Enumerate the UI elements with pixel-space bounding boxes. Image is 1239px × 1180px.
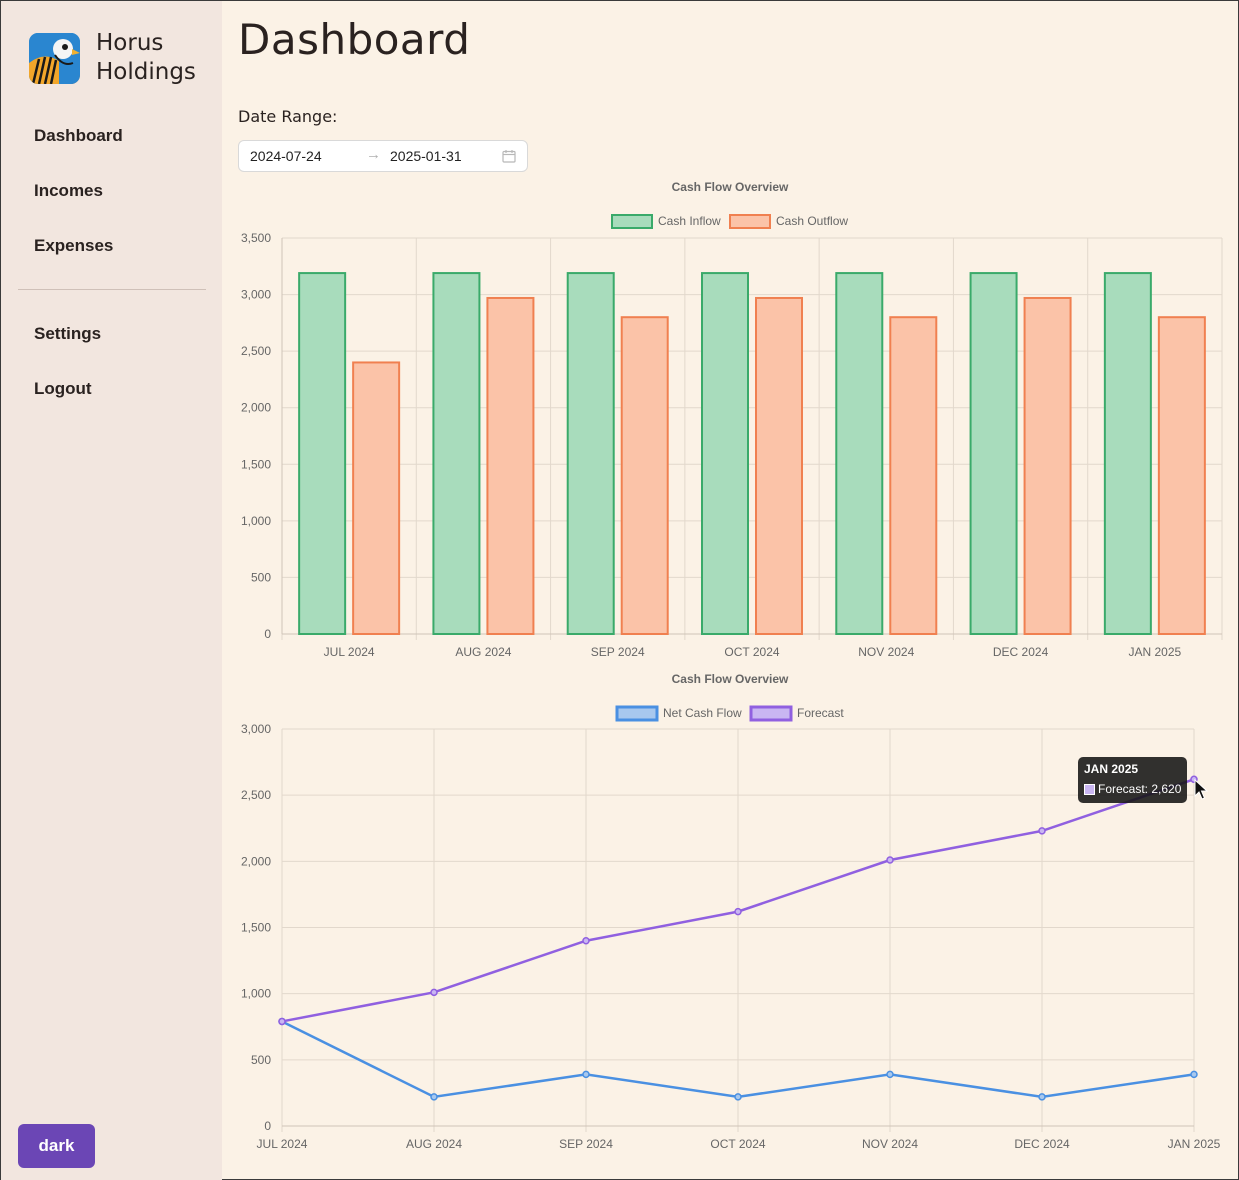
inflow-bar-3 [701,272,749,636]
x-tick-label: NOV 2024 [858,645,914,659]
y-tick-label: 0 [264,1119,271,1133]
legend-label-0: Net Cash Flow [663,706,742,720]
inflow-bar-6 [1103,272,1152,636]
sidebar-item-settings[interactable]: Settings [34,324,102,343]
sidebar-divider [18,289,206,290]
forecast-point-1 [430,988,438,997]
sidebar-item-dashboard[interactable]: Dashboard [34,126,123,145]
sidebar-item-logout[interactable]: Logout [34,379,92,398]
sidebar-item-expenses[interactable]: Expenses [34,236,114,255]
brand-line-2: Holdings [96,59,196,85]
inflow-bar-2 [566,272,615,636]
x-tick-label: AUG 2024 [455,645,511,659]
mouse-cursor-icon [1194,779,1208,800]
legend-label-0: Cash Inflow [658,214,721,228]
x-tick-label: JAN 2025 [1168,1137,1221,1151]
net-cash-flow-point-1 [430,1093,438,1101]
y-tick-label: 500 [251,570,271,584]
calendar-icon[interactable] [502,149,516,163]
y-tick-label: 3,500 [241,231,271,245]
arrow-right-icon: → [366,146,381,163]
x-tick-label: DEC 2024 [993,645,1049,659]
main-content: Dashboard Date Range: 2024-07-24 → 2025-… [222,1,1239,1180]
net-cash-flow-point-3 [734,1093,742,1101]
cash-flow-line-chart: Cash Flow Overview Net Cash Flow Forecast 0… [241,672,1221,1151]
x-tick-label: OCT 2024 [710,1137,765,1151]
brand-name: Horus Holdings [96,29,196,87]
legend-swatch-1 [749,705,793,722]
y-tick-label: 3,000 [241,722,271,736]
forecast-point-4 [886,856,894,864]
y-tick-label: 3,000 [241,288,271,302]
brand-line-1: Horus [96,30,164,56]
forecast-point-5 [1038,827,1046,835]
cash-flow-bar-chart: Cash Flow Overview Cash Inflow Cash Outflo… [241,180,1223,659]
tooltip-body: Forecast: 2,620 [1098,782,1182,796]
y-tick-label: 2,500 [241,788,271,802]
x-tick-label: NOV 2024 [862,1137,918,1151]
chart-title: Cash Flow Overview [672,180,789,194]
net-cash-flow-point-4 [886,1070,894,1079]
page-title: Dashboard [238,15,471,64]
x-tick-label: OCT 2024 [724,645,779,659]
forecast-point-2 [582,936,590,945]
forecast-point-0 [278,1017,286,1026]
inflow-bar-5 [969,272,1018,636]
inflow-bar-1 [432,272,481,636]
y-tick-label: 500 [251,1053,271,1067]
legend-swatch-0 [611,214,653,229]
inflow-bar-4 [835,272,884,636]
outflow-bar-4 [889,316,938,635]
y-tick-label: 0 [264,627,271,641]
y-tick-label: 1,000 [241,514,271,528]
y-tick-label: 2,500 [241,344,271,358]
y-tick-label: 2,000 [241,401,271,415]
date-range-label: Date Range: [238,107,338,126]
inflow-bar-0 [298,272,347,636]
outflow-bar-3 [755,296,803,635]
x-tick-label: JUL 2024 [257,1137,308,1151]
sidebar: Horus Holdings Dashboard Incomes Expense… [1,1,222,1180]
chart-tooltip: JAN 2025 Forecast: 2,620 [1078,757,1187,803]
net-cash-flow-point-6 [1190,1070,1198,1079]
x-tick-label: JAN 2025 [1129,645,1182,659]
net-cash-flow-point-5 [1038,1093,1046,1101]
brand[interactable]: Horus Holdings [29,29,196,87]
chart-title: Cash Flow Overview [672,672,789,686]
y-tick-label: 2,000 [241,854,271,868]
date-range-picker[interactable]: 2024-07-24 → 2025-01-31 [238,140,528,172]
date-range-start-input[interactable]: 2024-07-24 [250,148,322,164]
secondary-nav: Settings Logout [1,314,222,424]
outflow-bar-1 [486,296,535,635]
legend-label-1: Cash Outflow [776,214,848,228]
y-tick-label: 1,500 [241,921,271,935]
net-cash-flow-point-2 [582,1070,590,1079]
outflow-bar-6 [1157,316,1206,635]
x-tick-label: AUG 2024 [406,1137,462,1151]
theme-toggle-button[interactable]: dark [18,1124,95,1168]
date-range-end-input[interactable]: 2025-01-31 [390,148,462,164]
y-tick-label: 1,000 [241,987,271,1001]
legend-label-1: Forecast [797,706,844,720]
forecast-point-3 [734,907,742,916]
outflow-bar-0 [352,361,401,635]
x-tick-label: DEC 2024 [1014,1137,1070,1151]
x-tick-label: SEP 2024 [559,1137,613,1151]
y-tick-label: 1,500 [241,457,271,471]
horus-logo-icon [29,32,80,84]
legend-swatch-0 [615,705,659,722]
tooltip-swatch [1084,784,1095,795]
x-tick-label: JUL 2024 [324,645,375,659]
x-tick-label: SEP 2024 [591,645,645,659]
sidebar-item-incomes[interactable]: Incomes [34,181,103,200]
outflow-bar-2 [620,316,669,635]
main-nav: Dashboard Incomes Expenses [1,116,222,281]
outflow-bar-5 [1023,296,1072,635]
legend-swatch-1 [729,214,771,229]
tooltip-title: JAN 2025 [1084,762,1139,776]
